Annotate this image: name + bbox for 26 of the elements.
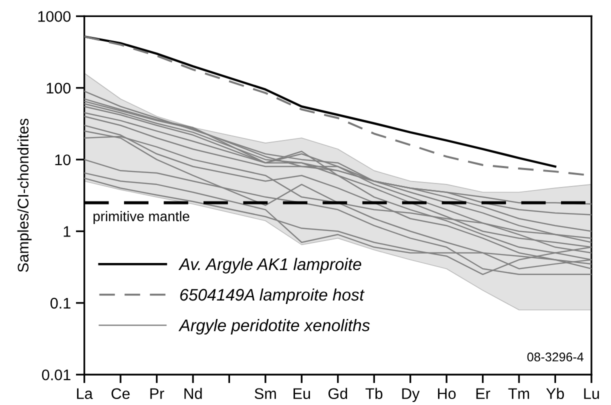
x-tick-label: Tb	[366, 388, 382, 400]
legend-label: Av. Argyle AK1 lamproite	[178, 258, 362, 274]
legend-label: 6504149A lamproite host	[180, 288, 365, 304]
x-tick-label: Er	[476, 388, 490, 399]
x-tick-label: Tm	[508, 388, 530, 399]
y-tick-label: 0.1	[50, 298, 70, 309]
y-tick-label: 100	[46, 82, 71, 94]
x-tick-label: Pr	[150, 388, 164, 399]
x-tick-label: Yb	[546, 388, 564, 400]
legend-label: Argyle peridotite xenoliths	[178, 319, 370, 335]
x-tick-label: Gd	[328, 388, 348, 400]
y-axis-title: Samples/CI-chondrites	[17, 118, 32, 272]
x-tick-label: Eu	[294, 388, 310, 400]
y-tick-label: 1	[64, 226, 70, 237]
x-tick-label: Lu	[584, 388, 599, 400]
y-tick-label: 1000	[38, 11, 71, 22]
x-tick-label: La	[77, 388, 93, 400]
y-tick-label: 10	[55, 154, 71, 166]
ref-line-label: primitive mantle	[94, 211, 190, 224]
x-tick-label: Sm	[254, 388, 276, 400]
x-tick-label: Dy	[402, 388, 420, 402]
x-tick-label: Nd	[184, 388, 202, 400]
y-tick-label: 0.01	[42, 369, 70, 380]
x-tick-label: Ho	[438, 388, 456, 400]
x-tick-label: Ce	[112, 388, 130, 400]
annotation: 08-3296-4	[527, 352, 584, 362]
